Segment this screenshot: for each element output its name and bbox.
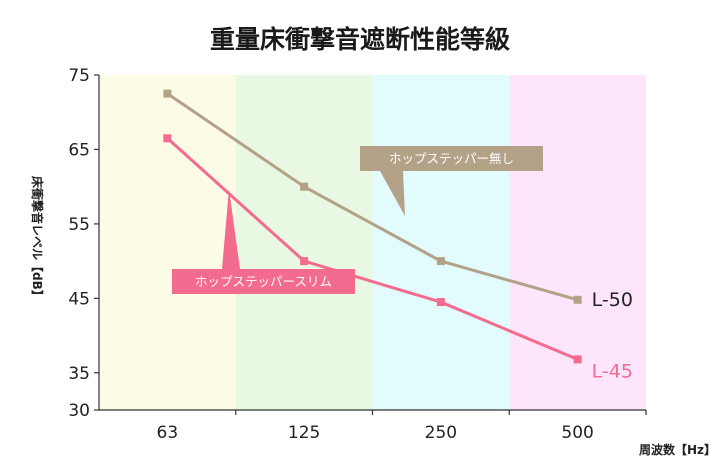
data-point bbox=[573, 355, 582, 364]
series-end-label: L-50 bbox=[592, 289, 633, 311]
series-name-label: ホップステッパースリム bbox=[195, 274, 332, 289]
x-tick-label: 63 bbox=[157, 423, 179, 443]
y-axis-label: 床衝撃音レベル【dB】 bbox=[30, 176, 45, 302]
y-tick-label: 75 bbox=[68, 66, 90, 86]
y-tick-label: 45 bbox=[68, 289, 90, 309]
callout-box bbox=[172, 269, 355, 294]
series-line-1 bbox=[166, 137, 579, 361]
callout-pointer bbox=[222, 189, 240, 269]
data-point bbox=[436, 298, 445, 307]
frequency-bands bbox=[99, 75, 646, 410]
x-tick-labels: 63 125 250 500 bbox=[157, 423, 594, 443]
data-point bbox=[163, 134, 172, 143]
callout-pointer bbox=[380, 171, 405, 216]
x-tick-label: 500 bbox=[561, 423, 593, 443]
y-tick-label: 30 bbox=[68, 401, 90, 421]
band-125 bbox=[235, 75, 373, 410]
band-63 bbox=[99, 75, 236, 410]
band-250 bbox=[372, 75, 510, 410]
data-point bbox=[300, 257, 309, 266]
y-tick-label: 65 bbox=[68, 140, 90, 160]
y-tick-labels: 30 35 45 55 65 75 bbox=[68, 66, 90, 421]
axes bbox=[94, 74, 647, 415]
y-tick-label: 35 bbox=[68, 364, 90, 384]
x-axis-label: 周波数【Hz】 bbox=[639, 442, 716, 457]
y-tick-label: 55 bbox=[68, 215, 90, 235]
series-end-label: L-45 bbox=[592, 360, 633, 382]
band-500 bbox=[509, 75, 646, 410]
chart-title: 重量床衝撃音遮断性能等級 bbox=[210, 25, 510, 54]
callout-box bbox=[360, 146, 543, 171]
x-tick-label: 250 bbox=[425, 423, 457, 443]
series-line-0 bbox=[166, 92, 579, 302]
x-tick-label: 125 bbox=[288, 423, 320, 443]
series-name-label: ホップステッパー無し bbox=[389, 151, 514, 166]
series-layer: L-50 L-45 bbox=[163, 89, 633, 382]
data-point bbox=[300, 182, 309, 191]
data-point bbox=[436, 257, 445, 266]
data-point bbox=[573, 295, 582, 304]
data-point bbox=[163, 89, 172, 98]
